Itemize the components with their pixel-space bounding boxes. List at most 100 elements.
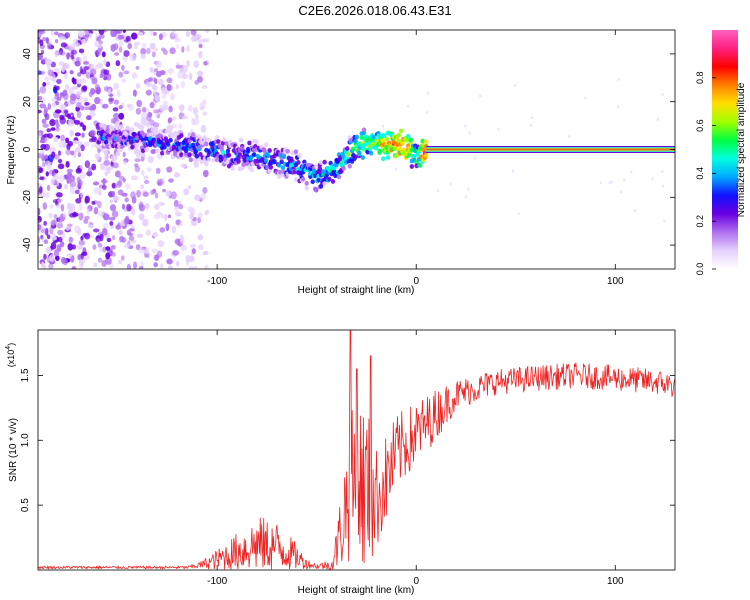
spectrogram-cell — [43, 220, 47, 226]
spectrogram-cell — [391, 139, 397, 145]
spectrogram-cell — [199, 101, 206, 110]
spectrogram-cell — [95, 143, 100, 149]
spectrogram-cell — [619, 190, 623, 194]
spectrogram-cell — [67, 176, 73, 184]
spectrogram-cell — [67, 113, 71, 120]
spectrogram-cell — [111, 210, 119, 218]
spectrogram-cell — [187, 185, 192, 190]
spectrogram-cell — [115, 224, 122, 230]
spectrogram-cell — [69, 43, 76, 51]
spectrogram-cell — [162, 188, 167, 193]
spectrogram-cell — [42, 82, 47, 87]
spectrogram-cell — [661, 170, 664, 174]
spectrogram-cell — [134, 165, 141, 173]
spectrogram-cell — [57, 229, 64, 235]
spectrogram-cell — [158, 78, 164, 86]
spectrogram-cell — [246, 148, 251, 154]
spectrogram-cell — [51, 151, 56, 159]
spectrogram-cell — [423, 153, 429, 158]
spectrogram-cell — [363, 142, 368, 147]
spectrogram-cell — [169, 47, 176, 55]
y-tick-label: 0 — [22, 146, 33, 152]
spectrogram-cell — [161, 92, 167, 100]
spectrogram-cell — [124, 243, 131, 249]
spectrogram-cell — [98, 40, 103, 45]
spectrogram-cell — [151, 248, 158, 254]
spectrogram-cell — [49, 204, 54, 209]
spectrogram-cell — [327, 176, 332, 182]
spectrogram-cell — [449, 182, 452, 186]
spectrogram-cell — [81, 78, 87, 84]
spectrogram-cell — [468, 131, 471, 135]
spectrogram-cell — [123, 217, 131, 225]
spectrogram-cell — [248, 156, 253, 161]
spectrogram-cell — [38, 53, 43, 61]
spectrogram-cell — [60, 42, 68, 48]
spectrogram-cell — [140, 48, 147, 55]
spectrogram-cell — [497, 128, 500, 132]
spectrogram-cell — [150, 30, 154, 37]
spectrogram-cell — [55, 204, 62, 209]
spectrogram-cell — [200, 126, 207, 133]
spectrogram-cell — [188, 255, 195, 263]
spectrogram-cell — [130, 191, 136, 200]
spectrogram-cell — [182, 73, 189, 80]
spectrogram-cell — [88, 138, 93, 143]
spectrogram-cell — [254, 139, 259, 145]
spectrogram-cell — [49, 119, 56, 127]
spectrogram-cell — [57, 158, 63, 164]
spectrogram-cell — [69, 70, 74, 75]
spectrogram-cell — [194, 194, 201, 201]
spectrogram-cell — [40, 150, 45, 156]
spectrogram-cell — [101, 184, 107, 190]
spectrogram-cell — [76, 78, 83, 85]
spectrogram-cell — [152, 232, 159, 238]
spectrogram-cell — [149, 131, 154, 137]
colorbar: 0.0 0.2 0.4 0.6 0.8 Normalized spectral ampl… — [695, 30, 747, 275]
spectrogram-cell — [45, 58, 52, 66]
spectrogram-cell — [59, 241, 65, 248]
spectrogram-cell — [83, 65, 90, 71]
spectrogram-cell — [189, 244, 197, 248]
spectrogram-cell — [62, 89, 68, 96]
spectrogram-cell — [179, 68, 183, 74]
spectrogram-cell — [230, 165, 235, 171]
spectrogram-cell — [186, 44, 190, 53]
spectrogram-cell — [99, 122, 104, 128]
spectrogram-cell — [179, 152, 184, 158]
spectrogram-cell — [89, 68, 97, 76]
spectrogram-cell — [38, 224, 42, 231]
spectrogram-cell — [263, 158, 269, 163]
spectrogram-cell — [136, 122, 141, 128]
spectrogram-cell — [169, 93, 175, 101]
spectrogram-cell — [517, 212, 520, 216]
spectrogram-cell — [192, 108, 197, 114]
spectrogram-cell — [147, 111, 153, 118]
spectrogram-cell — [175, 210, 180, 217]
spectrogram-cell — [277, 162, 282, 168]
spectrogram-cell — [197, 216, 201, 224]
spectrogram-cell — [381, 124, 385, 128]
spectrogram-cell — [188, 265, 194, 269]
spectrogram-cell — [166, 83, 172, 91]
spectrogram-cell — [47, 69, 54, 77]
spectrogram-cell — [396, 132, 401, 138]
y-tick-label: 1.0 — [20, 433, 31, 447]
colorbar-label: Normalized spectral amplitude — [736, 82, 747, 217]
spectrogram-cell — [91, 163, 97, 171]
spectrogram-cell — [330, 179, 336, 184]
spectrogram-cell — [224, 141, 229, 146]
spectrogram-cell — [39, 103, 47, 109]
spectrogram-cell — [105, 246, 111, 251]
spectrogram-cell — [56, 222, 64, 229]
spectrogram-cell — [193, 118, 200, 126]
spectrogram-cell — [159, 70, 166, 76]
spectrogram-cell — [115, 151, 121, 157]
spectrogram-cell — [138, 265, 144, 269]
spectrogram-cell — [249, 167, 254, 173]
spectrogram-cell — [341, 166, 346, 171]
spectrogram-cell — [50, 241, 57, 250]
spectrogram-cell — [633, 209, 637, 213]
spectrogram-cell — [48, 212, 53, 219]
spectrogram-cell — [174, 206, 179, 211]
